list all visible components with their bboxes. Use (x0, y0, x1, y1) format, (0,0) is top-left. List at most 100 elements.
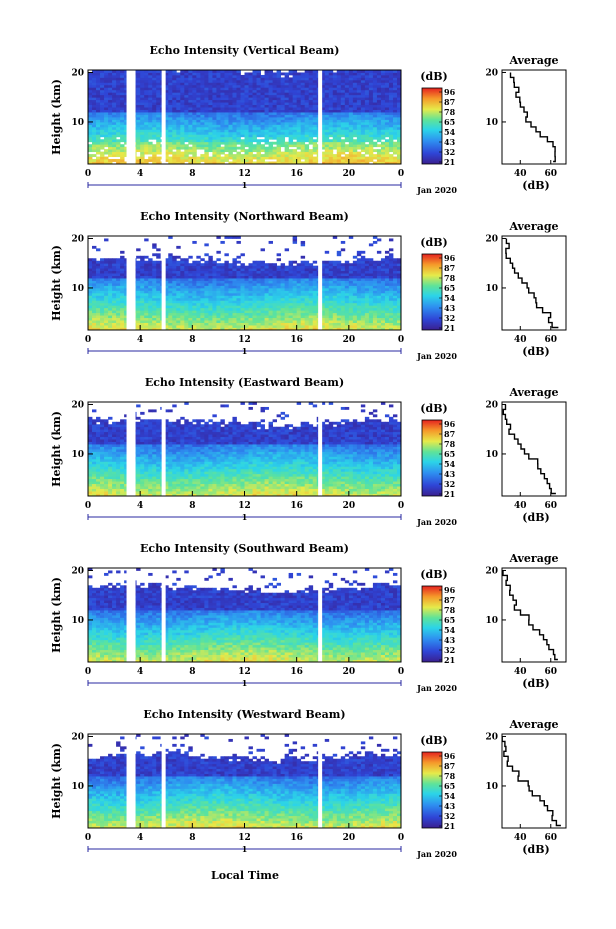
heatmap-cell (272, 72, 277, 76)
heatmap-cell (188, 119, 193, 123)
heatmap-cell (296, 82, 302, 86)
heatmap-cell (216, 144, 221, 148)
heatmap-cell (356, 325, 362, 328)
heatmap-cell (152, 263, 157, 267)
heatmap-cell (100, 292, 105, 296)
heatmap-cell (224, 89, 229, 93)
heatmap-cell (216, 104, 221, 108)
heatmap-cell (388, 297, 394, 301)
heatmap-cell (184, 119, 189, 123)
heatmap-cell (236, 124, 241, 128)
heatmap-cell (288, 87, 294, 91)
heatmap-cell (328, 327, 334, 331)
heatmap-cell (384, 322, 390, 326)
heatmap-cell (268, 97, 273, 101)
heatmap-cell (156, 320, 161, 323)
heatmap-cell (200, 92, 205, 96)
heatmap-cell (192, 156, 197, 160)
heatmap-cell (216, 99, 221, 103)
heatmap-cell (292, 92, 298, 96)
heatmap-cell (348, 144, 354, 148)
heatmap-cell (204, 305, 209, 309)
heatmap-cell (292, 97, 298, 101)
heatmap-cell (232, 283, 237, 286)
heatmap-cell (148, 126, 153, 130)
heatmap-cell (372, 89, 378, 93)
heatmap-cell (244, 109, 249, 113)
heatmap-cell (348, 74, 354, 78)
heatmap-cell (292, 112, 298, 115)
heatmap-cell (396, 161, 402, 165)
heatmap-cell (168, 134, 173, 138)
heatmap-cell (116, 124, 121, 128)
heatmap-cell (352, 285, 358, 289)
heatmap-cell (320, 307, 326, 311)
heatmap-cell (180, 320, 185, 323)
heatmap-cell (156, 124, 161, 128)
heatmap-cell (124, 112, 129, 115)
heatmap-cell (348, 84, 354, 88)
heatmap-cell (140, 119, 145, 123)
heatmap-cell (264, 283, 269, 286)
heatmap-cell (244, 265, 249, 269)
heatmap-cell (308, 82, 314, 86)
heatmap-cell (188, 99, 193, 103)
heatmap-cell (180, 136, 185, 140)
heatmap-cell (304, 270, 310, 274)
heatmap-cell (144, 92, 149, 96)
heatmap-cell (304, 124, 310, 128)
heatmap-cell (164, 141, 169, 145)
heatmap-cell (144, 300, 149, 304)
heatmap-cell (372, 310, 378, 314)
heatmap-cell (216, 114, 221, 118)
heatmap-cell (120, 320, 125, 323)
heatmap-cell (312, 146, 318, 150)
heatmap-cell (148, 89, 153, 93)
heatmap-cell (332, 275, 338, 279)
heatmap-cell (152, 305, 157, 309)
heatmap-cell (204, 74, 209, 78)
heatmap-cell (172, 280, 177, 284)
heatmap-cell (272, 121, 277, 125)
heatmap-cell (336, 94, 342, 98)
heatmap-cell (208, 263, 213, 267)
heatmap-cell (256, 134, 261, 138)
heatmap-cell (112, 84, 117, 88)
heatmap-cell (232, 156, 237, 160)
heatmap-cell (248, 305, 253, 309)
heatmap-cell (252, 79, 257, 83)
heatmap-cell (184, 136, 189, 140)
heatmap-cell (284, 84, 290, 88)
heatmap-cell (276, 89, 282, 93)
heatmap-cell (296, 325, 302, 328)
heatmap-cell (396, 70, 402, 73)
heatmap-cell (108, 270, 113, 274)
heatmap-cell (300, 89, 306, 93)
heatmap-cell (144, 82, 149, 86)
heatmap-cell (280, 320, 286, 323)
heatmap-cell (352, 322, 358, 326)
heatmap-cell (368, 290, 374, 294)
heatmap-cell (168, 79, 173, 83)
heatmap-cell (332, 146, 338, 150)
heatmap-cell (360, 159, 366, 162)
heatmap-cell (184, 263, 189, 267)
heatmap-cell (252, 134, 257, 138)
heatmap-cell (216, 72, 221, 76)
heatmap-cell (380, 263, 386, 267)
heatmap-cell (224, 104, 229, 108)
heatmap-cell (368, 312, 374, 316)
heatmap-cell (176, 300, 181, 304)
heatmap-cell (336, 295, 342, 299)
heatmap-cell (396, 74, 402, 78)
heatmap-cell (332, 124, 338, 128)
heatmap-cell (236, 114, 241, 118)
heatmap-cell (228, 156, 233, 160)
heatmap-cell (368, 134, 374, 138)
heatmap-cell (264, 278, 269, 281)
heatmap-cell (296, 275, 302, 279)
heatmap-cell (376, 297, 382, 301)
heatmap-cell (300, 327, 306, 331)
heatmap-cell (112, 136, 117, 140)
heatmap-cell (388, 146, 394, 150)
